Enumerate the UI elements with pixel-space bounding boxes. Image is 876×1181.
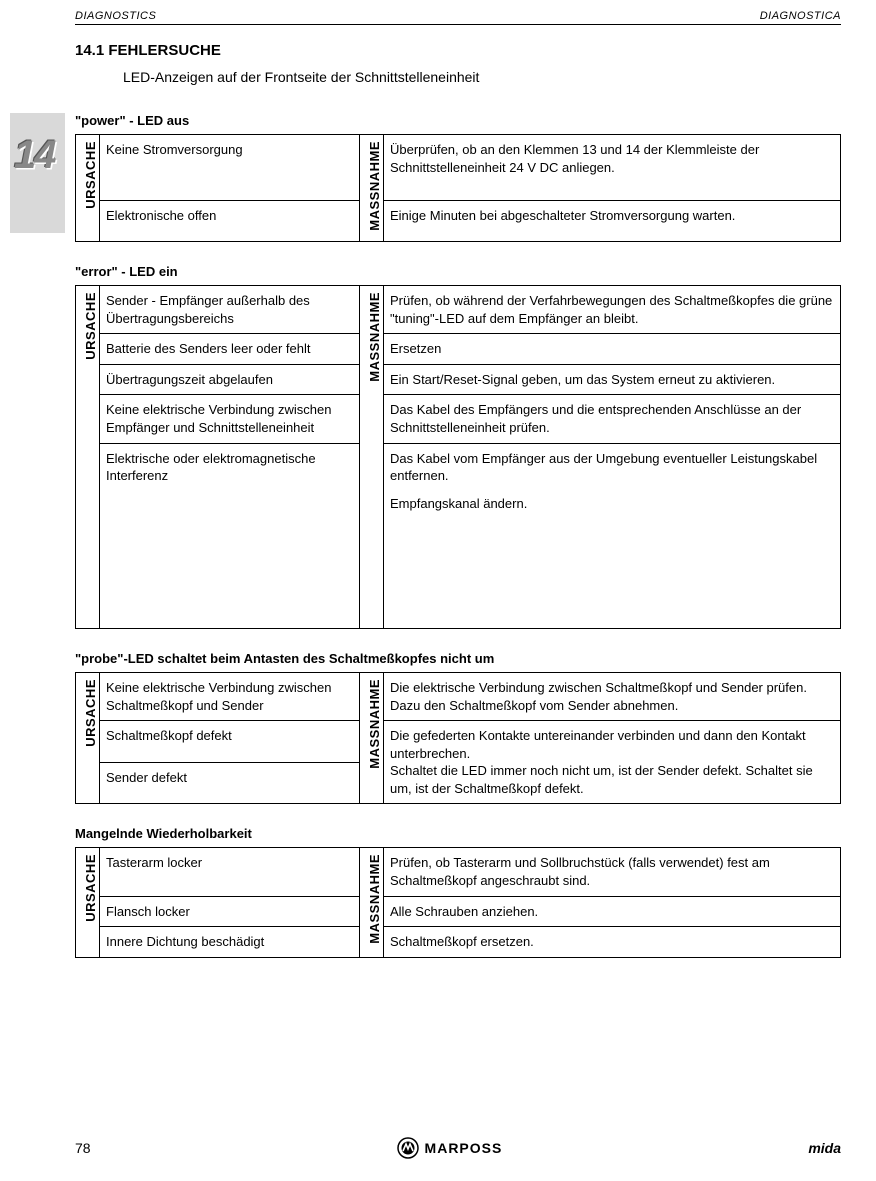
diagnostic-table: URSACHEKeine Stromversorgung MASSNAHMEÜbe… bbox=[75, 134, 841, 242]
diagnostic-table: URSACHETasterarm locker MASSNAHMEPrüfen, … bbox=[75, 847, 841, 957]
action-cell: Das Kabel des Empfängers und die entspre… bbox=[384, 395, 841, 443]
header-right: DIAGNOSTICA bbox=[760, 10, 841, 22]
brand-text: MARPOSS bbox=[425, 1140, 503, 1156]
diagnostic-table: URSACHEKeine elektrische Verbindung zwis… bbox=[75, 672, 841, 804]
action-label: MASSNAHME bbox=[366, 854, 384, 944]
cause-cell: Sender defekt bbox=[100, 762, 360, 804]
action-cell: Prüfen, ob während der Verfahrbewegungen… bbox=[384, 286, 841, 334]
action-label: MASSNAHME bbox=[366, 141, 384, 231]
action-cell: Einige Minuten bei abgeschalteter Stromv… bbox=[384, 200, 841, 242]
cause-cell: Keine elektrische Verbindung zwischen Em… bbox=[100, 395, 360, 443]
action-cell: Alle Schrauben anziehen. bbox=[384, 896, 841, 927]
page-content: 14.1 FEHLERSUCHE LED-Anzeigen auf der Fr… bbox=[75, 42, 841, 958]
action-cell: Ersetzen bbox=[384, 334, 841, 365]
block-title: "error" - LED ein bbox=[75, 264, 841, 279]
cause-label: URSACHE bbox=[82, 141, 100, 209]
cause-cell: Innere Dichtung beschädigt bbox=[100, 927, 360, 958]
action-label: MASSNAHME bbox=[366, 292, 384, 382]
cause-label: URSACHE bbox=[82, 854, 100, 922]
chapter-number: 14 bbox=[14, 133, 55, 178]
cause-label: URSACHE bbox=[82, 679, 100, 747]
action-cell: Überprüfen, ob an den Klemmen 13 und 14 … bbox=[384, 135, 841, 201]
section-title: 14.1 FEHLERSUCHE bbox=[75, 42, 841, 59]
page-footer: 78 MARPOSS mida bbox=[75, 1137, 841, 1159]
header-bar: DIAGNOSTICS DIAGNOSTICA bbox=[75, 10, 841, 25]
action-cell: Das Kabel vom Empfänger aus der Umgebung… bbox=[384, 443, 841, 629]
action-label: MASSNAHME bbox=[366, 679, 384, 769]
product-name: mida bbox=[808, 1140, 841, 1156]
action-cell: Prüfen, ob Tasterarm und Sollbruchstück … bbox=[384, 848, 841, 896]
cause-cell: Elektronische offen bbox=[100, 200, 360, 242]
cause-cell: Keine elektrische Verbindung zwischen Sc… bbox=[100, 673, 360, 721]
cause-cell: Tasterarm locker bbox=[100, 848, 360, 896]
action-cell: Schaltmeßkopf ersetzen. bbox=[384, 927, 841, 958]
cause-cell: Schaltmeßkopf defekt bbox=[100, 721, 360, 763]
action-cell: Die elektrische Verbindung zwischen Scha… bbox=[384, 673, 841, 721]
brand-logo: MARPOSS bbox=[397, 1137, 503, 1159]
block-title: "probe"-LED schaltet beim Antasten des S… bbox=[75, 651, 841, 666]
header-left: DIAGNOSTICS bbox=[75, 10, 156, 22]
cause-cell: Übertragungszeit abgelaufen bbox=[100, 364, 360, 395]
cause-cell: Elektrische oder elektromagnetische Inte… bbox=[100, 443, 360, 629]
section-subtitle: LED-Anzeigen auf der Frontseite der Schn… bbox=[123, 69, 841, 85]
cause-cell: Batterie des Senders leer oder fehlt bbox=[100, 334, 360, 365]
action-cell: Ein Start/Reset-Signal geben, um das Sys… bbox=[384, 364, 841, 395]
action-cell: Die gefederten Kontakte untereinander ve… bbox=[384, 721, 841, 804]
brand-icon bbox=[397, 1137, 419, 1159]
diagnostic-table: URSACHESender - Empfänger außerhalb des … bbox=[75, 285, 841, 629]
block-title: "power" - LED aus bbox=[75, 113, 841, 128]
cause-label: URSACHE bbox=[82, 292, 100, 360]
cause-cell: Keine Stromversorgung bbox=[100, 135, 360, 201]
block-title: Mangelnde Wiederholbarkeit bbox=[75, 826, 841, 841]
cause-cell: Sender - Empfänger außerhalb des Übertra… bbox=[100, 286, 360, 334]
cause-cell: Flansch locker bbox=[100, 896, 360, 927]
page-number: 78 bbox=[75, 1140, 91, 1156]
